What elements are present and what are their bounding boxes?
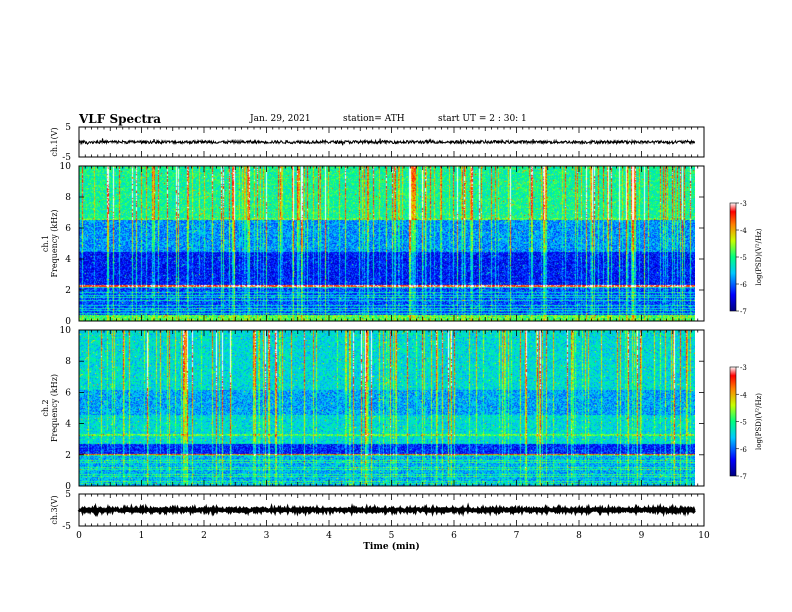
x-axis-label: Time (min) (363, 541, 420, 552)
colorbar-tick-label: -6 (740, 281, 747, 289)
colorbar-tick-label: -5 (740, 419, 747, 427)
freq-tick-label: 8 (65, 357, 71, 367)
x-tick-label: 3 (264, 531, 270, 541)
ch1-spectrogram-image (79, 166, 695, 321)
freq-tick-label: 10 (60, 162, 72, 172)
ch3-ylabel: ch.3(V) (50, 495, 59, 524)
ch1-colorbar (729, 202, 737, 312)
ch2-ylabel-channel: ch.2 (41, 399, 50, 416)
freq-tick-label: 10 (60, 326, 72, 336)
ch1-waveform-line (78, 138, 696, 146)
ch2-ylabel-frequency: Frequency (kHz) (50, 374, 59, 442)
freq-tick-label: 8 (65, 193, 71, 203)
y-tick-label: -5 (62, 522, 71, 532)
y-tick-label: -5 (62, 153, 71, 163)
colorbar-tick-label: -7 (740, 308, 747, 316)
x-tick-label: 1 (139, 531, 145, 541)
y-tick-label: 5 (65, 123, 71, 133)
colorbar-tick-label: -4 (740, 391, 747, 399)
x-tick-label: 5 (389, 531, 395, 541)
ch1-ylabel-frequency: Frequency (kHz) (50, 209, 59, 277)
start-ut-label: start UT = 2 : 30: 1 (438, 114, 527, 124)
x-tick-label: 2 (201, 531, 207, 541)
ch2-colorbar-label: log(PSD)(V²/Hz) (755, 393, 763, 450)
freq-tick-label: 4 (65, 255, 71, 265)
x-tick-label: 8 (576, 531, 582, 541)
x-tick-label: 7 (514, 531, 520, 541)
freq-tick-label: 0 (65, 482, 71, 492)
freq-tick-label: 6 (65, 388, 71, 398)
ch2-spectrogram-image (79, 330, 695, 486)
ch1-colorbar-label: log(PSD)(V²/Hz) (755, 228, 763, 285)
colorbar-tick-label: -7 (740, 473, 747, 481)
freq-tick-label: 4 (65, 420, 71, 430)
x-tick-label: 0 (76, 531, 82, 541)
colorbar-tick-label: -5 (740, 254, 747, 262)
ch3-waveform-line (77, 502, 696, 518)
colorbar-tick-label: -3 (740, 200, 747, 208)
freq-tick-label: 6 (65, 224, 71, 234)
y-tick-label: 5 (65, 490, 71, 500)
date-label: Jan. 29, 2021 (250, 114, 311, 124)
figure-title: VLF Spectra (79, 112, 162, 126)
ch2-colorbar (729, 366, 737, 477)
station-label: station= ATH (343, 114, 405, 124)
ch1-ylabel-channel: ch.1 (41, 235, 50, 252)
freq-tick-label: 0 (65, 317, 71, 327)
x-tick-label: 10 (698, 531, 710, 541)
colorbar-tick-label: -4 (740, 227, 747, 235)
colorbar-tick-label: -6 (740, 446, 747, 454)
x-tick-label: 6 (451, 531, 457, 541)
ch1-ylabel: ch.1(V) (50, 127, 59, 156)
colorbar-tick-label: -3 (740, 364, 747, 372)
freq-tick-label: 2 (65, 286, 71, 296)
x-tick-label: 9 (639, 531, 645, 541)
x-tick-label: 4 (326, 531, 332, 541)
freq-tick-label: 2 (65, 451, 71, 461)
